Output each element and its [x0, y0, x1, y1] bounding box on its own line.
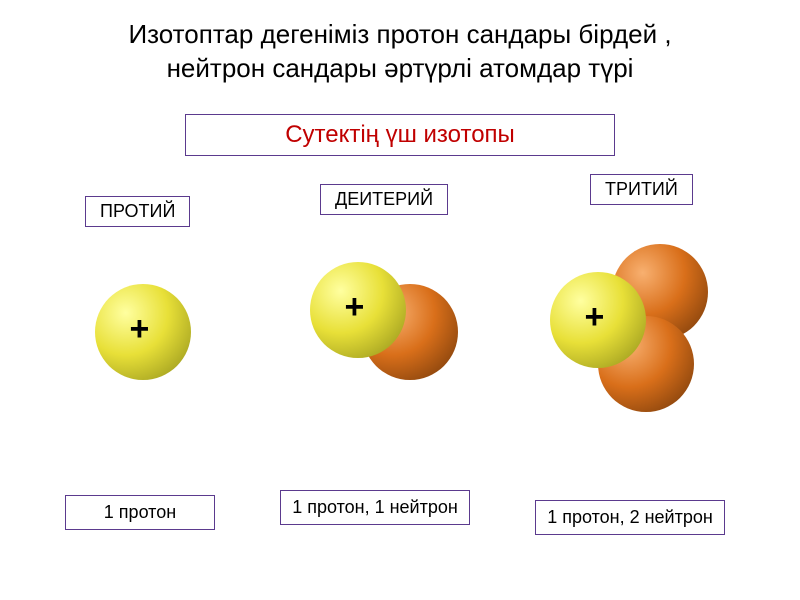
label-deuterium: ДЕИТЕРИЙ: [320, 184, 448, 215]
label-protium-text: ПРОТИЙ: [100, 201, 175, 221]
label-tritium-text: ТРИТИЙ: [605, 179, 678, 199]
caption-tritium-text: 1 протон, 2 нейтрон: [547, 507, 713, 527]
plus-icon: +: [585, 300, 605, 334]
label-tritium: ТРИТИЙ: [590, 174, 693, 205]
page-title: Изотоптар дегеніміз протон сандары бірде…: [0, 0, 800, 96]
title-line-2: нейтрон сандары әртүрлі атомдар түрі: [167, 53, 634, 83]
label-protium: ПРОТИЙ: [85, 196, 190, 227]
caption-deuterium-text: 1 протон, 1 нейтрон: [292, 497, 458, 517]
subtitle-box: Сутектің үш изотопы: [185, 114, 615, 156]
label-deuterium-text: ДЕИТЕРИЙ: [335, 189, 433, 209]
plus-icon: +: [130, 312, 150, 346]
caption-protium: 1 протон: [65, 495, 215, 530]
plus-icon: +: [345, 290, 365, 324]
caption-protium-text: 1 протон: [104, 502, 176, 522]
diagram-area: + + +: [0, 244, 800, 474]
caption-deuterium: 1 протон, 1 нейтрон: [280, 490, 470, 525]
subtitle-text: Сутектің үш изотопы: [285, 121, 515, 148]
caption-tritium: 1 протон, 2 нейтрон: [535, 500, 725, 535]
title-line-1: Изотоптар дегеніміз протон сандары бірде…: [128, 19, 671, 49]
isotope-labels-row: ПРОТИЙ ДЕИТЕРИЙ ТРИТИЙ: [0, 184, 800, 244]
